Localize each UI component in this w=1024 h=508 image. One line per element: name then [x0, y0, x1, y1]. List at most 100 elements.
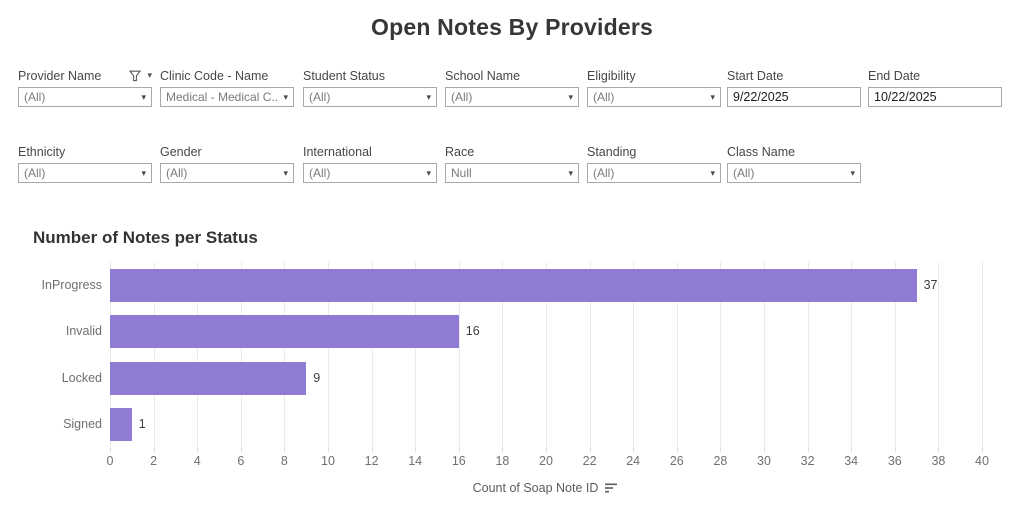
bar-value-label: 9: [313, 370, 321, 385]
chevron-down-icon: ▾: [710, 91, 715, 102]
school-name-dropdown[interactable]: (All) ▾: [445, 87, 579, 107]
gridline: [720, 262, 722, 448]
gridline: [110, 262, 111, 448]
axis-tick: [894, 448, 896, 452]
axis-tick: [371, 448, 373, 452]
filter-value: (All): [593, 90, 615, 104]
filter-label-ethnicity: Ethnicity: [18, 144, 66, 159]
chart-title: Number of Notes per Status: [33, 228, 258, 247]
axis-tick: [458, 448, 460, 452]
filter-ethnicity: Ethnicity (All) ▾: [18, 144, 152, 183]
axis-tick: [284, 448, 286, 452]
filter-value: (All): [24, 90, 46, 104]
filter-end-date: End Date 10/22/2025: [868, 68, 1002, 107]
x-axis-label-row: Count of Soap Note ID: [110, 481, 982, 495]
provider-name-dropdown[interactable]: (All) ▾: [18, 87, 152, 107]
sort-descending-icon[interactable]: [604, 482, 619, 494]
axis-tick: [589, 448, 591, 452]
international-dropdown[interactable]: (All) ▾: [303, 163, 437, 183]
bar-signed[interactable]: [110, 408, 132, 442]
gridline: [764, 262, 765, 448]
filter-label-start-date: Start Date: [727, 68, 784, 83]
chevron-down-icon: ▾: [141, 91, 146, 102]
clinic-code-name-dropdown[interactable]: Medical - Medical C... ▾: [160, 87, 294, 107]
x-tick-label: 14: [408, 454, 423, 468]
filter-menu-caret-icon[interactable]: ▾: [147, 70, 152, 80]
filter-value: (All): [166, 166, 188, 180]
gridline: [284, 262, 286, 448]
page-title: Open Notes By Providers: [371, 14, 653, 40]
gridline: [197, 262, 199, 448]
standing-dropdown[interactable]: (All) ▾: [587, 163, 721, 183]
gender-dropdown[interactable]: (All) ▾: [160, 163, 294, 183]
filter-eligibility: Eligibility (All) ▾: [587, 68, 721, 107]
category-label-inprogress: InProgress: [41, 277, 102, 292]
gridline: [153, 262, 155, 448]
axis-tick: [938, 448, 940, 452]
axis-tick: [982, 448, 983, 452]
x-tick-label: 28: [713, 454, 728, 468]
axis-tick: [807, 448, 809, 452]
category-label-locked: Locked: [61, 370, 102, 385]
filter-label-school-name: School Name: [445, 68, 521, 83]
end-date-input[interactable]: 10/22/2025: [868, 87, 1002, 107]
filter-label-provider-name: Provider Name: [18, 68, 102, 83]
start-date-input[interactable]: 9/22/2025: [727, 87, 861, 107]
axis-tick: [110, 448, 111, 452]
axis-tick: [415, 448, 417, 452]
bar-inprogress[interactable]: [110, 268, 917, 302]
class-name-dropdown[interactable]: (All) ▾: [727, 163, 861, 183]
chevron-down-icon: ▾: [568, 91, 573, 102]
axis-tick: [502, 448, 504, 452]
axis-tick: [720, 448, 722, 452]
filter-value: (All): [733, 166, 755, 180]
chevron-down-icon: ▾: [283, 91, 288, 102]
filter-value: (All): [24, 166, 46, 180]
filter-label-end-date: End Date: [868, 68, 921, 83]
filter-class-name: Class Name (All) ▾: [727, 144, 861, 183]
gridline: [371, 262, 373, 448]
x-tick-label: 38: [931, 454, 946, 468]
filter-funnel-icon[interactable]: [129, 70, 142, 82]
x-tick-label: 34: [844, 454, 859, 468]
x-tick-label: 30: [757, 454, 771, 468]
axis-tick: [676, 448, 678, 452]
eligibility-dropdown[interactable]: (All) ▾: [587, 87, 721, 107]
filter-value: (All): [309, 166, 331, 180]
gridline: [982, 262, 983, 448]
ethnicity-dropdown[interactable]: (All) ▾: [18, 163, 152, 183]
gridline: [633, 262, 635, 448]
gridline: [458, 262, 460, 448]
x-tick-label: 36: [887, 454, 902, 468]
chevron-down-icon: ▾: [426, 167, 431, 178]
category-label-signed: Signed: [63, 417, 102, 432]
axis-tick: [633, 448, 635, 452]
filter-start-date: Start Date 9/22/2025: [727, 68, 861, 107]
filter-label-clinic-code-name: Clinic Code - Name: [160, 68, 269, 83]
chevron-down-icon: ▾: [141, 167, 146, 178]
bar-locked[interactable]: [110, 361, 307, 395]
x-tick-label: 2: [150, 454, 158, 468]
x-tick-label: 8: [280, 454, 288, 468]
x-tick-label: 32: [800, 454, 815, 468]
x-tick-label: 20: [539, 454, 553, 468]
filter-label-race: Race: [445, 144, 475, 159]
filter-label-gender: Gender: [160, 144, 202, 159]
student-status-dropdown[interactable]: (All) ▾: [303, 87, 437, 107]
filter-value: (All): [309, 90, 331, 104]
axis-tick: [546, 448, 547, 452]
chevron-down-icon: ▾: [283, 167, 288, 178]
axis-tick: [153, 448, 155, 452]
filter-value: Null: [451, 166, 472, 180]
filter-value: 10/22/2025: [874, 90, 937, 104]
x-tick-label: 12: [364, 454, 379, 468]
filter-label-eligibility: Eligibility: [587, 68, 636, 83]
filter-label-class-name: Class Name: [727, 144, 796, 159]
bar-invalid[interactable]: [110, 315, 459, 349]
gridline: [328, 262, 329, 448]
x-tick-label: 4: [193, 454, 201, 468]
chevron-down-icon: ▾: [710, 167, 715, 178]
race-dropdown[interactable]: Null ▾: [445, 163, 579, 183]
x-tick-label: 10: [321, 454, 335, 468]
